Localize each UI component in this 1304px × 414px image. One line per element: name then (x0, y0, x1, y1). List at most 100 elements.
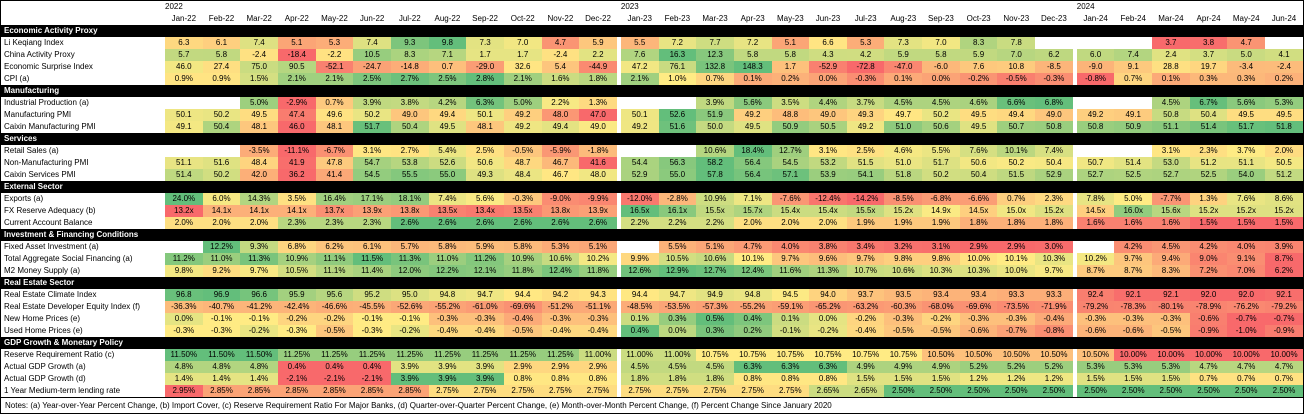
heatmap-cell: 12.9% (658, 265, 697, 277)
heatmap-cell: -0.2% (809, 325, 847, 337)
heatmap-cell: 2.6% (428, 217, 467, 229)
heatmap-cell: 2.0% (1265, 145, 1303, 157)
heatmap-cell: 4.0% (771, 241, 810, 253)
data-row: Actual GDP Growth (d) 1.4% 1.4% 1.4% -2.1% -2… (1, 373, 1303, 385)
heatmap-cell: 50.6 (922, 121, 960, 133)
heatmap-cell: 50.7 (1076, 157, 1115, 169)
heatmap-cell: -78.9% (1189, 301, 1228, 313)
heatmap-cell: 1.3% (1189, 193, 1228, 205)
heatmap-cell: 11.3% (240, 253, 278, 265)
heatmap-cell: 10.75% (846, 349, 885, 361)
heatmap-cell: 7.4% (428, 193, 467, 205)
year-gap (1072, 49, 1077, 61)
heatmap-cell: 96.6 (240, 289, 278, 301)
heatmap-cell: 10.3% (959, 265, 998, 277)
heatmap-cell: 94.9 (696, 289, 734, 301)
heatmap-cell: 2.9% (959, 241, 998, 253)
heatmap-cell: 1.5% (1114, 373, 1153, 385)
heatmap-cell: 0.8% (733, 373, 772, 385)
heatmap-cell: 10.75% (696, 349, 734, 361)
heatmap-cell: 2.5% (428, 73, 467, 85)
heatmap-cell: 7.0% (1227, 265, 1266, 277)
heatmap-cell: 8.3 (390, 49, 429, 61)
heatmap-cell: 0.4% (353, 361, 391, 373)
heatmap-cell: -36.3% (165, 301, 203, 313)
heatmap-cell: 50.4 (390, 121, 429, 133)
heatmap-cell: 5.8 (202, 49, 241, 61)
heatmap-cell: 94.7 (466, 289, 504, 301)
heatmap-cell: 94.5 (771, 289, 810, 301)
data-row: Economic Surprise Index 46.0 27.4 75.0 90.5-… (1, 61, 1303, 73)
heatmap-cell: 50.8 (1035, 121, 1073, 133)
heatmap-cell: 51.5 (846, 157, 885, 169)
data-row: New Home Prices (e) 0.0% -0.1% -0.1% -0.2% -0… (1, 313, 1303, 325)
row-label: M2 Money Supply (a) (1, 265, 165, 277)
heatmap-cell: 6.2% (1265, 265, 1303, 277)
heatmap-cell: 7.3 (884, 37, 923, 49)
data-row: Real Estate Developer Equity Index (f) -3… (1, 301, 1303, 313)
heatmap-cell: 94.8 (428, 289, 467, 301)
heatmap-cell: 41.6 (579, 157, 617, 169)
heatmap-cell: 9.7% (1035, 265, 1073, 277)
heatmap-cell: 11.1% (315, 253, 354, 265)
year-gap (1072, 217, 1077, 229)
heatmap-cell: -63.2% (846, 301, 885, 313)
heatmap-cell: -72.8 (846, 61, 885, 73)
year-gap (616, 193, 621, 205)
heatmap-cell: 49.1 (165, 121, 203, 133)
heatmap-cell: 94.0 (809, 289, 847, 301)
heatmap-cell: 7.1 (428, 49, 467, 61)
heatmap-cell: -0.8% (1076, 73, 1115, 85)
heatmap-cell: -0.4% (541, 325, 580, 337)
heatmap-cell: 14.1x (240, 205, 278, 217)
heatmap-cell: -11.1% (277, 145, 316, 157)
heatmap-cell (1114, 145, 1153, 157)
heatmap-cell: 5.0% (1114, 193, 1153, 205)
heatmap-cell: 2.85% (202, 385, 241, 397)
heatmap-cell: 2.75% (579, 385, 617, 397)
row-label: Total Aggregate Social Financing (a) (1, 253, 165, 265)
data-row: Non-Manufacturing PMI 51.1 51.6 48.4 41.9 47.… (1, 157, 1303, 169)
column-header-month: Aug-23 (890, 14, 917, 23)
data-row: Reserve Requirement Ratio (c) 11.50% 11.50… (1, 349, 1303, 361)
heatmap-cell: 10.6% (541, 253, 580, 265)
heatmap-cell: 4.8% (165, 361, 203, 373)
heatmap-cell: 50.0 (696, 121, 734, 133)
heatmap-cell: -0.6% (959, 325, 998, 337)
heatmap-cell: -6.8% (922, 193, 960, 205)
heatmap-cell: 2.0% (165, 217, 203, 229)
heatmap-cell: 11.8% (503, 265, 542, 277)
heatmap-cell (1114, 37, 1153, 49)
heatmap-cell: 11.00% (579, 349, 617, 361)
heatmap-cell: -76.2% (1227, 301, 1266, 313)
heatmap-cell (658, 97, 697, 109)
heatmap-cell: 50.6 (959, 157, 998, 169)
heatmap-cell: 11.50% (165, 349, 203, 361)
column-header-month: Sep-22 (472, 14, 498, 23)
heatmap-cell: 1.5% (884, 373, 923, 385)
heatmap-cell: 12.4% (733, 265, 772, 277)
heatmap-cell: 13.4x (466, 205, 504, 217)
heatmap-cell: 9.4% (1152, 253, 1190, 265)
heatmap-cell: 12.6% (620, 265, 659, 277)
heatmap-cell: 10.50% (922, 349, 960, 361)
column-header-month: Mar-24 (1158, 14, 1184, 23)
heatmap-cell: -0.3% (277, 325, 316, 337)
year-gap (616, 217, 621, 229)
heatmap-cell: 51.0 (884, 157, 923, 169)
heatmap-cell: 5.4 (541, 61, 580, 73)
heatmap-cell: 11.2% (466, 253, 504, 265)
heatmap-cell: 5.3 (315, 37, 354, 49)
heatmap-cell: 6.3% (466, 97, 504, 109)
heatmap-cell: 0.7% (315, 97, 354, 109)
heatmap-cell: 13.7x (315, 205, 354, 217)
heatmap-cell: -0.3% (846, 73, 885, 85)
heatmap-cell: 5.1 (771, 37, 810, 49)
heatmap-cell: 58.2 (696, 157, 734, 169)
heatmap-cell: 14.5x (959, 205, 998, 217)
year-gap (1072, 313, 1077, 325)
heatmap-cell: -0.1% (240, 313, 278, 325)
heatmap-cell: 10.6% (696, 253, 734, 265)
heatmap-cell: 1.2% (959, 373, 998, 385)
